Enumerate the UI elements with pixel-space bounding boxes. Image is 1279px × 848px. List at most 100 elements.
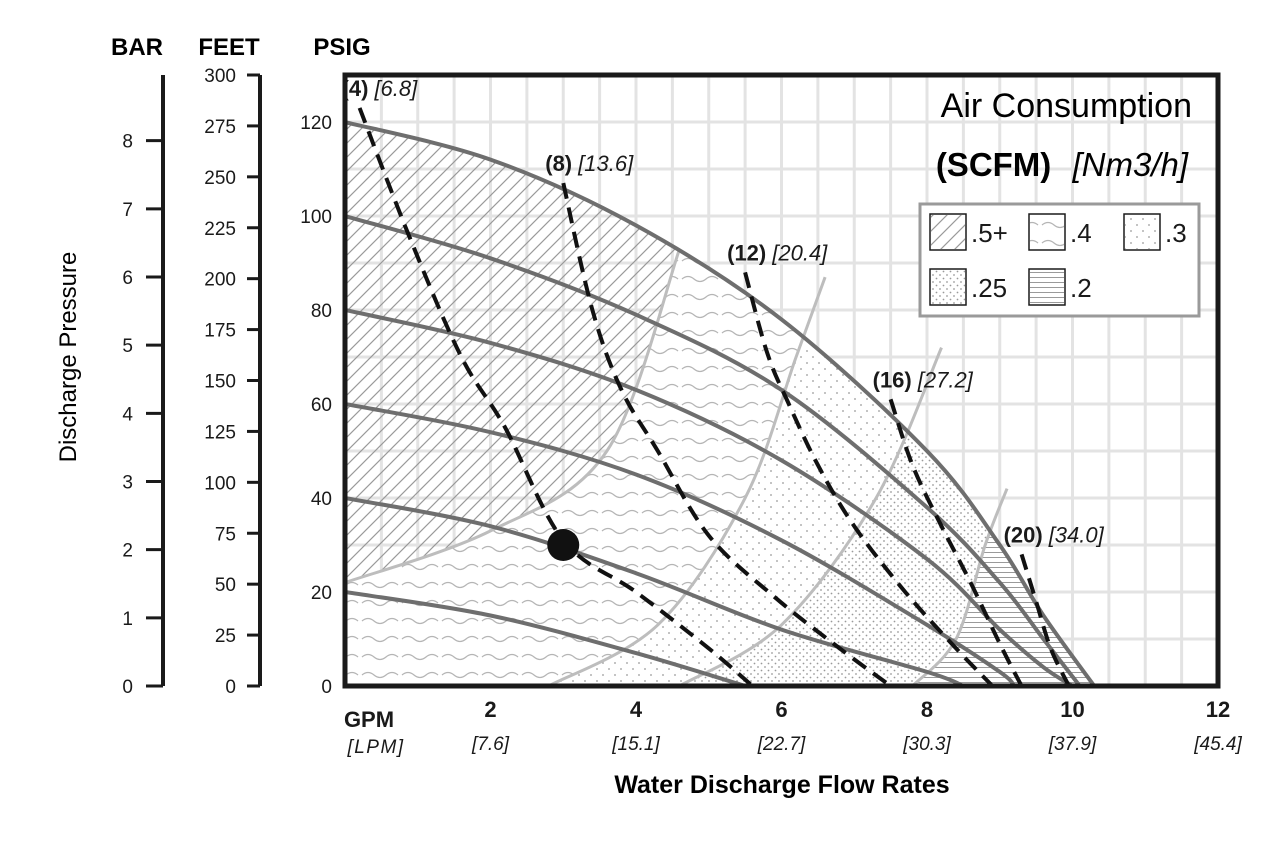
pressure-curve-line bbox=[345, 308, 1074, 686]
air-consumption-curve bbox=[357, 107, 754, 686]
air-curve-group bbox=[357, 107, 1071, 686]
bar-tick-group: 0 1 2 3 4 5 6 7 8 bbox=[122, 132, 163, 698]
x-tick-group: 2 [7.6] 4 [15.1] 6 [22.7] 8 [30.3] 10 [37.9] 12 [45… bbox=[471, 697, 1242, 755]
x-tick-label: 2 bbox=[484, 697, 496, 722]
pressure-curve-line bbox=[345, 590, 746, 686]
feet-tick-group: 0 25 50 75 100 125 150 175 200 225 250 275 300 bbox=[204, 66, 260, 698]
air-curve-label-nm3h: [13.6] bbox=[577, 151, 634, 176]
psig-tick-label: 20 bbox=[311, 583, 332, 604]
legend-label: .25 bbox=[971, 273, 1007, 303]
air-curve-label: (16) [27.2] bbox=[873, 367, 974, 392]
pressure-curve-group bbox=[345, 120, 1096, 686]
y-axis-title: Discharge Pressure bbox=[55, 252, 82, 463]
psig-tick-label: 60 bbox=[311, 395, 332, 416]
feet-tick-label: 125 bbox=[204, 422, 236, 443]
feet-tick-label: 75 bbox=[215, 524, 236, 545]
bar-tick-label: 7 bbox=[122, 200, 133, 221]
bar-tick-label: 0 bbox=[122, 677, 133, 698]
efficiency-boundary-line bbox=[345, 248, 682, 585]
feet-tick-label: 250 bbox=[204, 168, 236, 189]
feet-tick-label: 275 bbox=[204, 117, 236, 138]
x-unit-secondary: [LPM] bbox=[346, 737, 404, 758]
air-curve-label-nm3h: [34.0] bbox=[1048, 522, 1105, 547]
x-tick-sublabel: [37.9] bbox=[1048, 734, 1097, 755]
feet-tick-label: 300 bbox=[204, 66, 236, 87]
air-curve-label-group: (4) [6.8] (8) [13.6] (12) [20.4] (16) [27.2] (20… bbox=[342, 76, 1105, 548]
bar-tick-label: 2 bbox=[122, 541, 133, 562]
bar-axis-header: BAR bbox=[111, 34, 163, 61]
x-tick-label: 12 bbox=[1206, 697, 1230, 722]
x-tick-sublabel: [30.3] bbox=[902, 734, 951, 755]
psig-tick-label: 120 bbox=[300, 113, 332, 134]
feet-axis-header: FEET bbox=[198, 34, 260, 61]
legend-swatch-pattern bbox=[1125, 215, 1159, 249]
operating-point-marker bbox=[547, 529, 580, 561]
psig-tick-label: 100 bbox=[300, 207, 332, 228]
x-tick-sublabel: [22.7] bbox=[757, 734, 806, 755]
air-consumption-curve bbox=[743, 271, 994, 686]
feet-tick-label: 150 bbox=[204, 372, 236, 393]
pressure-curve-line bbox=[345, 120, 1096, 686]
plot-frame bbox=[342, 72, 1221, 689]
legend: .5+ .4 .3 .25 .2 bbox=[918, 202, 1201, 318]
psig-tick-group: 0 20 40 60 80 100 120 bbox=[300, 113, 332, 698]
psig-tick-label: 80 bbox=[311, 301, 332, 322]
feet-tick-label: 100 bbox=[204, 473, 236, 494]
psig-tick-label: 40 bbox=[311, 489, 332, 510]
pressure-curve-line bbox=[345, 402, 1016, 686]
psig-axis-header: PSIG bbox=[313, 34, 370, 61]
air-curve-label: (12) [20.4] bbox=[727, 240, 828, 265]
feet-tick-label: 225 bbox=[204, 219, 236, 240]
legend-label: .5+ bbox=[971, 218, 1008, 248]
legend-label: .2 bbox=[1070, 273, 1092, 303]
bar-tick-label: 6 bbox=[122, 268, 133, 289]
legend-swatch-pattern bbox=[1030, 270, 1064, 304]
operating-point-group bbox=[547, 529, 580, 561]
air-curve-label-nm3h: [20.4] bbox=[771, 240, 828, 265]
air-curve-label-scfm: (8) bbox=[545, 151, 572, 176]
x-tick-sublabel: [7.6] bbox=[471, 734, 510, 755]
air-curve-label-nm3h: [27.2] bbox=[917, 367, 974, 392]
chart-title: Air Consumption bbox=[941, 87, 1192, 125]
bar-tick-label: 5 bbox=[122, 336, 133, 357]
legend-swatch-pattern bbox=[931, 270, 965, 304]
air-curve-label: (8) [13.6] bbox=[545, 151, 634, 176]
legend-swatch-pattern bbox=[931, 215, 965, 249]
air-curve-label-nm3h: [6.8] bbox=[373, 76, 418, 101]
subtitle-italic: [Nm3/h] bbox=[1071, 146, 1188, 183]
legend-swatch-pattern bbox=[1030, 215, 1064, 249]
efficiency-boundary-line bbox=[678, 347, 943, 686]
feet-tick-label: 25 bbox=[215, 626, 236, 647]
psig-tick-label: 0 bbox=[321, 677, 332, 698]
x-axis-title: Water Discharge Flow Rates bbox=[614, 771, 949, 799]
feet-tick-label: 0 bbox=[225, 677, 236, 698]
air-consumption-curve bbox=[888, 398, 1024, 686]
feet-tick-label: 175 bbox=[204, 321, 236, 342]
air-curve-label-scfm: (20) bbox=[1004, 522, 1043, 547]
air-curve-label-scfm: (16) bbox=[873, 367, 912, 392]
feet-tick-label: 200 bbox=[204, 270, 236, 291]
air-curve-label: (4) [6.8] bbox=[342, 76, 419, 101]
x-tick-sublabel: [45.4] bbox=[1193, 734, 1242, 755]
legend-label: .4 bbox=[1070, 218, 1092, 248]
x-tick-label: 10 bbox=[1060, 697, 1084, 722]
air-curve-label-scfm: (12) bbox=[727, 240, 766, 265]
pressure-curve-line bbox=[345, 214, 1082, 686]
feet-tick-label: 50 bbox=[215, 575, 236, 596]
legend-items: .5+ .4 .3 .25 .2 bbox=[929, 213, 1187, 306]
x-tick-label: 6 bbox=[775, 697, 787, 722]
chart-subtitle: (SCFM) [Nm3/h] bbox=[936, 146, 1189, 183]
x-tick-sublabel: [15.1] bbox=[611, 734, 660, 755]
plot-area bbox=[345, 75, 1218, 686]
subtitle-bold: (SCFM) bbox=[936, 146, 1051, 183]
x-tick-label: 4 bbox=[630, 697, 643, 722]
bar-tick-label: 1 bbox=[122, 609, 133, 630]
x-unit-primary: GPM bbox=[344, 707, 394, 732]
bar-tick-label: 8 bbox=[122, 132, 133, 153]
bar-tick-label: 4 bbox=[122, 404, 133, 425]
x-tick-label: 8 bbox=[921, 697, 933, 722]
pressure-curve-line bbox=[345, 496, 965, 686]
air-consumption-curve bbox=[561, 182, 892, 686]
air-curve-label: (20) [34.0] bbox=[1004, 522, 1105, 547]
